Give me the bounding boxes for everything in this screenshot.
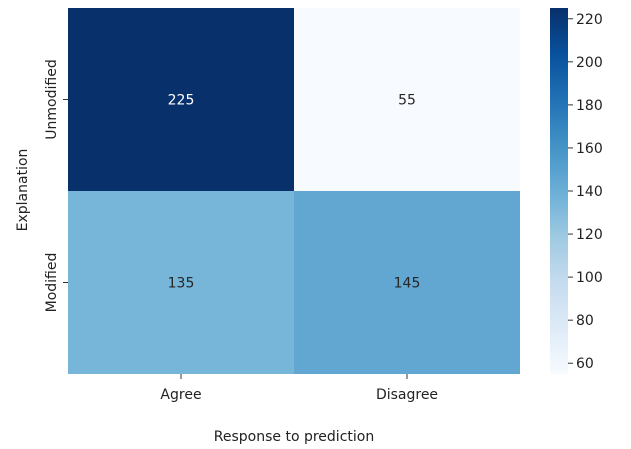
cell-value-label: 145 [394,276,421,292]
colorbar-tick-label: 100 [576,270,603,286]
colorbar-tick-label: 180 [576,98,603,114]
heatmap-cell-labels: 225 55 135 145 [168,93,421,292]
colorbar-tick-label: 60 [576,356,594,372]
colorbar-ticks: 60 80 100 120 140 160 180 200 220 [568,12,603,372]
cell-value-label: 55 [398,93,416,109]
colorbar-tick-label: 220 [576,12,603,28]
x-tick-label-agree: Agree [160,387,201,403]
cell-value-label: 135 [168,276,195,292]
cell-value-label: 225 [168,93,195,109]
y-tick-label-modified: Modified [44,253,60,313]
colorbar-tick-label: 120 [576,227,603,243]
y-tick-label-unmodified: Unmodified [44,59,60,139]
colorbar-tick-label: 200 [576,55,603,71]
heatmap-cell-unmodified-disagree [294,8,520,191]
heatmap-cell-unmodified-agree [68,8,294,191]
colorbar-tick-label: 80 [576,313,594,329]
x-tick-label-disagree: Disagree [376,387,438,403]
colorbar [550,8,568,374]
x-axis-ticks: Agree Disagree [160,374,438,403]
x-axis-label: Response to prediction [214,429,374,445]
heatmap-cell-modified-agree [68,191,294,374]
y-axis-label: Explanation [15,149,31,232]
heatmap-cell-modified-disagree [294,191,520,374]
heatmap-cells [68,8,520,374]
y-axis-ticks: Unmodified Modified [44,59,68,312]
colorbar-tick-label: 160 [576,141,603,157]
colorbar-tick-label: 140 [576,184,603,200]
